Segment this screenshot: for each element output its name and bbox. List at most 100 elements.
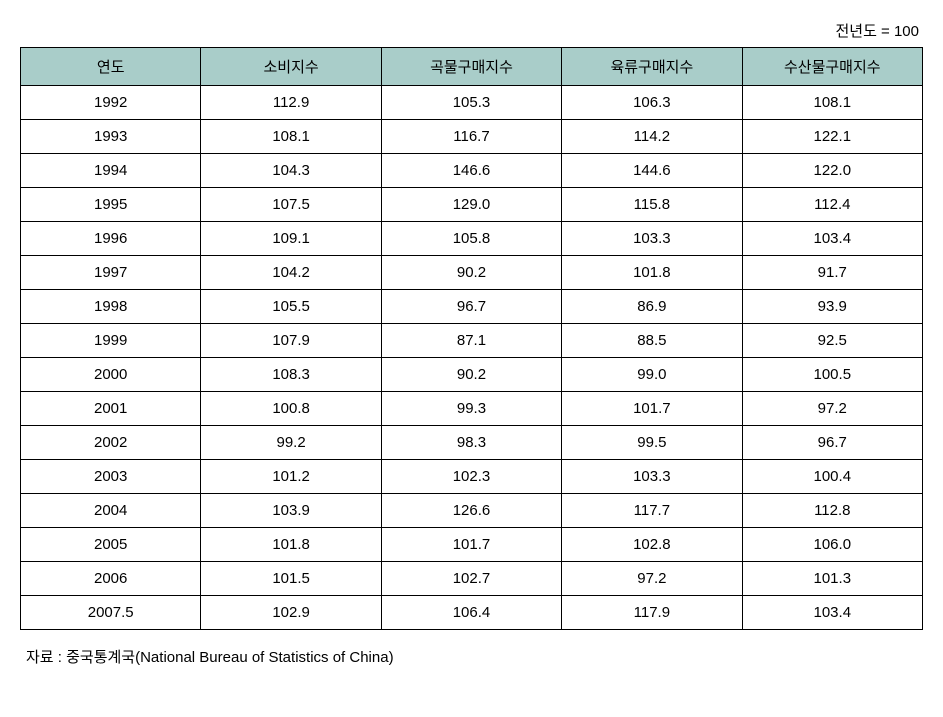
table-row: 2004 103.9 126.6 117.7 112.8 xyxy=(21,494,923,528)
cell: 116.7 xyxy=(381,120,561,154)
cell: 1993 xyxy=(21,120,201,154)
cell: 96.7 xyxy=(381,290,561,324)
cell: 103.4 xyxy=(742,596,922,630)
cell: 108.1 xyxy=(201,120,381,154)
cell: 146.6 xyxy=(381,154,561,188)
cell: 106.3 xyxy=(562,86,742,120)
cell: 92.5 xyxy=(742,324,922,358)
cell: 93.9 xyxy=(742,290,922,324)
cell: 1996 xyxy=(21,222,201,256)
table-row: 1992 112.9 105.3 106.3 108.1 xyxy=(21,86,923,120)
cell: 100.8 xyxy=(201,392,381,426)
cell: 1997 xyxy=(21,256,201,290)
cell: 108.1 xyxy=(742,86,922,120)
cell: 144.6 xyxy=(562,154,742,188)
cell: 99.5 xyxy=(562,426,742,460)
cell: 101.5 xyxy=(201,562,381,596)
table-row: 1993 108.1 116.7 114.2 122.1 xyxy=(21,120,923,154)
cell: 86.9 xyxy=(562,290,742,324)
cell: 102.7 xyxy=(381,562,561,596)
cell: 1998 xyxy=(21,290,201,324)
col-header: 곡물구매지수 xyxy=(381,48,561,86)
cell: 102.3 xyxy=(381,460,561,494)
cell: 103.3 xyxy=(562,222,742,256)
cell: 103.9 xyxy=(201,494,381,528)
cell: 101.3 xyxy=(742,562,922,596)
cell: 126.6 xyxy=(381,494,561,528)
cell: 100.5 xyxy=(742,358,922,392)
cell: 1994 xyxy=(21,154,201,188)
cell: 99.3 xyxy=(381,392,561,426)
cell: 104.2 xyxy=(201,256,381,290)
cell: 2000 xyxy=(21,358,201,392)
cell: 96.7 xyxy=(742,426,922,460)
col-header: 연도 xyxy=(21,48,201,86)
table-row: 2000 108.3 90.2 99.0 100.5 xyxy=(21,358,923,392)
cell: 105.5 xyxy=(201,290,381,324)
table-row: 2006 101.5 102.7 97.2 101.3 xyxy=(21,562,923,596)
cell: 108.3 xyxy=(201,358,381,392)
cell: 102.9 xyxy=(201,596,381,630)
cell: 101.7 xyxy=(562,392,742,426)
table-row: 1995 107.5 129.0 115.8 112.4 xyxy=(21,188,923,222)
cell: 103.3 xyxy=(562,460,742,494)
cell: 90.2 xyxy=(381,358,561,392)
cell: 117.7 xyxy=(562,494,742,528)
cell: 101.8 xyxy=(562,256,742,290)
cell: 2004 xyxy=(21,494,201,528)
cell: 91.7 xyxy=(742,256,922,290)
cell: 122.1 xyxy=(742,120,922,154)
table-row: 2001 100.8 99.3 101.7 97.2 xyxy=(21,392,923,426)
table-row: 1996 109.1 105.8 103.3 103.4 xyxy=(21,222,923,256)
cell: 101.8 xyxy=(201,528,381,562)
cell: 1992 xyxy=(21,86,201,120)
cell: 2003 xyxy=(21,460,201,494)
cell: 2002 xyxy=(21,426,201,460)
cell: 101.7 xyxy=(381,528,561,562)
cell: 105.3 xyxy=(381,86,561,120)
cell: 104.3 xyxy=(201,154,381,188)
table-row: 2002 99.2 98.3 99.5 96.7 xyxy=(21,426,923,460)
cell: 99.0 xyxy=(562,358,742,392)
cell: 105.8 xyxy=(381,222,561,256)
cell: 112.9 xyxy=(201,86,381,120)
cell: 97.2 xyxy=(742,392,922,426)
cell: 1999 xyxy=(21,324,201,358)
table-row: 2007.5 102.9 106.4 117.9 103.4 xyxy=(21,596,923,630)
table-body: 1992 112.9 105.3 106.3 108.1 1993 108.1 … xyxy=(21,86,923,630)
cell: 114.2 xyxy=(562,120,742,154)
cell: 129.0 xyxy=(381,188,561,222)
cell: 88.5 xyxy=(562,324,742,358)
cell: 112.4 xyxy=(742,188,922,222)
cell: 87.1 xyxy=(381,324,561,358)
col-header: 육류구매지수 xyxy=(562,48,742,86)
cell: 97.2 xyxy=(562,562,742,596)
cell: 115.8 xyxy=(562,188,742,222)
table-row: 1999 107.9 87.1 88.5 92.5 xyxy=(21,324,923,358)
cell: 2006 xyxy=(21,562,201,596)
cell: 107.5 xyxy=(201,188,381,222)
table-row: 1998 105.5 96.7 86.9 93.9 xyxy=(21,290,923,324)
cell: 112.8 xyxy=(742,494,922,528)
cell: 99.2 xyxy=(201,426,381,460)
cell: 103.4 xyxy=(742,222,922,256)
cell: 107.9 xyxy=(201,324,381,358)
cell: 109.1 xyxy=(201,222,381,256)
cell: 102.8 xyxy=(562,528,742,562)
cell: 2005 xyxy=(21,528,201,562)
cell: 117.9 xyxy=(562,596,742,630)
top-note: 전년도 = 100 xyxy=(20,20,923,41)
cell: 101.2 xyxy=(201,460,381,494)
cell: 100.4 xyxy=(742,460,922,494)
cell: 1995 xyxy=(21,188,201,222)
table-row: 1994 104.3 146.6 144.6 122.0 xyxy=(21,154,923,188)
table-row: 2005 101.8 101.7 102.8 106.0 xyxy=(21,528,923,562)
cell: 106.0 xyxy=(742,528,922,562)
cell: 90.2 xyxy=(381,256,561,290)
cell: 2001 xyxy=(21,392,201,426)
col-header: 수산물구매지수 xyxy=(742,48,922,86)
cell: 2007.5 xyxy=(21,596,201,630)
cell: 106.4 xyxy=(381,596,561,630)
table-header-row: 연도 소비지수 곡물구매지수 육류구매지수 수산물구매지수 xyxy=(21,48,923,86)
source-note: 자료 : 중국통계국(National Bureau of Statistics… xyxy=(20,646,923,667)
